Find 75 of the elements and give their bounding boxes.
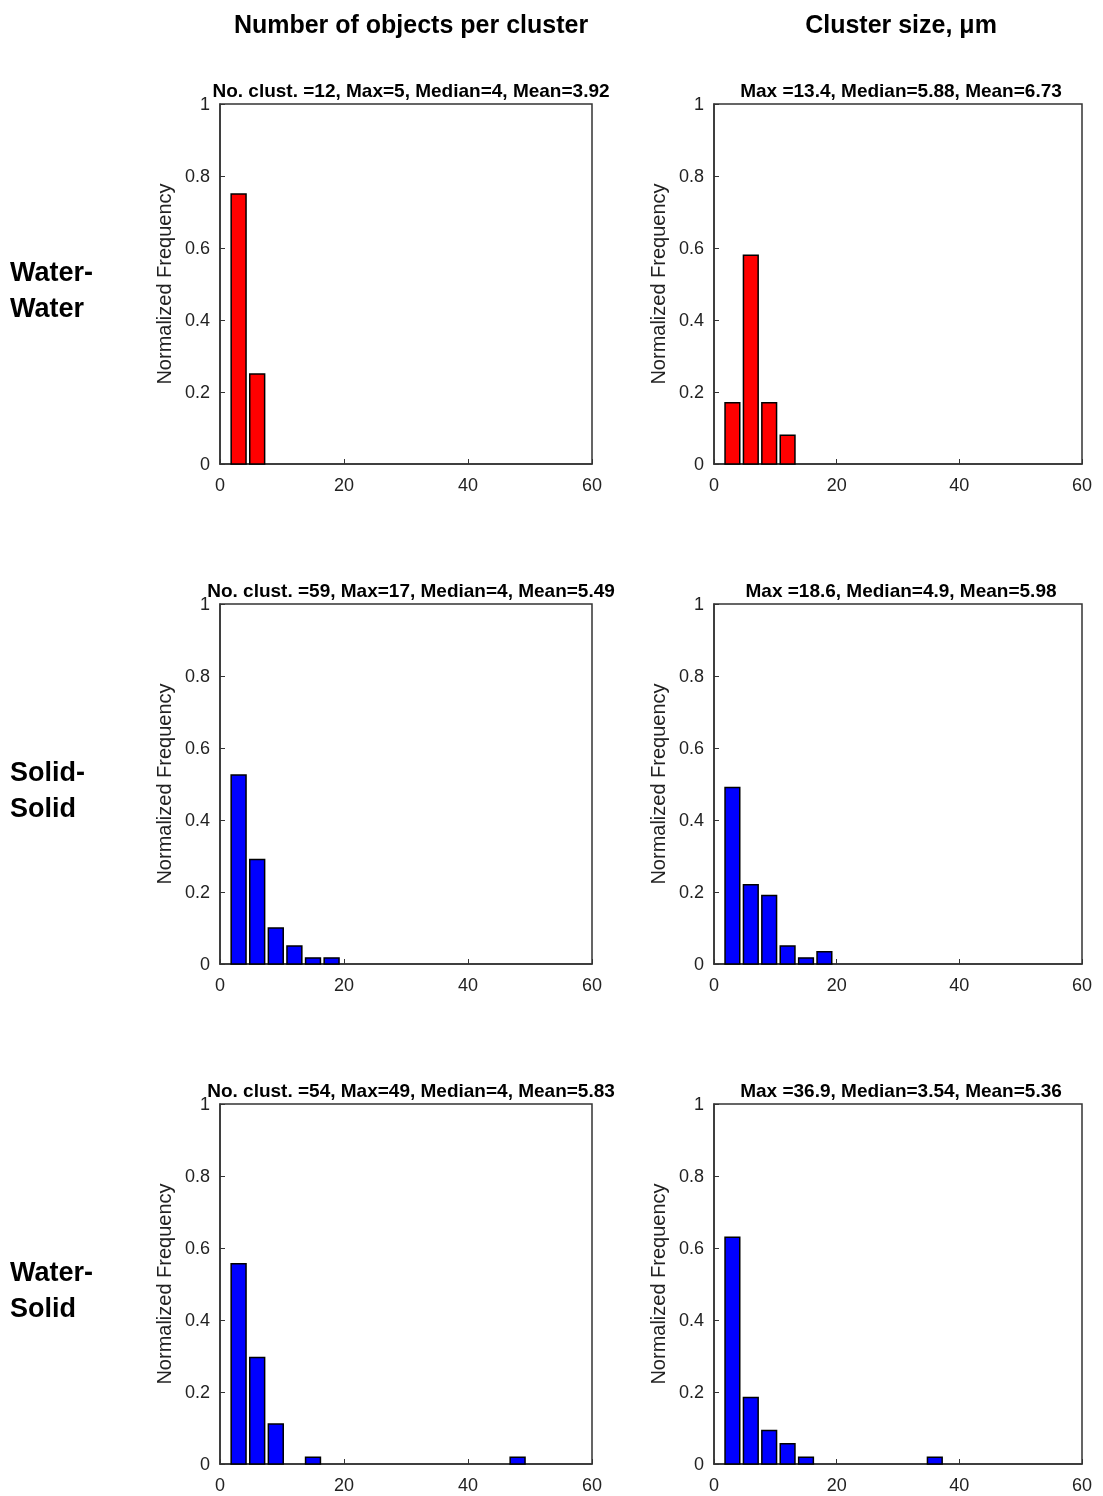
text: Water- Water <box>10 257 94 323</box>
x-tick-label: 20 <box>333 975 355 995</box>
chart-subtitle: Max =18.6, Median=4.9, Mean=5.98 <box>745 580 1057 601</box>
y-tick-label: 0.8 <box>184 166 210 186</box>
x-tick-label: 20 <box>826 1475 847 1495</box>
y-tick-label: 0.2 <box>678 1382 704 1402</box>
x-tick-label: 20 <box>826 975 847 995</box>
chart-title: Number of objects per cluster <box>233 9 589 38</box>
chart-subtitle: No. clust. =54, Max=49, Median=4, Mean=5.83 <box>207 1080 615 1101</box>
x-tick-label: 40 <box>457 1475 479 1495</box>
y-axis-title: Normalized Frequency <box>153 683 175 885</box>
y-tick-label: 0.4 <box>184 310 210 330</box>
x-tick-label: 40 <box>949 975 970 995</box>
y-tick-label: 0.6 <box>184 1238 210 1258</box>
x-tick-label: 60 <box>581 1475 603 1495</box>
y-axis-title: Normalized Frequency <box>647 683 669 885</box>
y-tick-label: 0.2 <box>184 382 210 402</box>
y-tick-label: 0.8 <box>678 166 704 186</box>
y-tick-label: 0.8 <box>184 666 210 686</box>
y-tick-label: 0.2 <box>678 882 704 902</box>
x-tick-label: 60 <box>1071 475 1093 495</box>
y-tick-label: 0 <box>199 954 210 974</box>
y-tick-label: 1 <box>693 1094 704 1114</box>
y-tick-label: 0.4 <box>678 1310 704 1330</box>
y-tick-label: 1 <box>693 94 704 114</box>
chart-subtitle: No. clust. =12, Max=5, Median=4, Mean=3.92 <box>212 80 610 101</box>
x-tick-label: 60 <box>581 975 603 995</box>
y-tick-label: 0.6 <box>678 1238 704 1258</box>
y-tick-label: 0.4 <box>678 310 704 330</box>
x-tick-label: 40 <box>949 475 970 495</box>
x-tick-label: 20 <box>826 475 847 495</box>
y-tick-label: 0.4 <box>184 1310 210 1330</box>
y-tick-label: 0.2 <box>184 1382 210 1402</box>
text: Solid- Solid <box>10 757 85 823</box>
chart-subtitle: No. clust. =59, Max=17, Median=4, Mean=5.49 <box>207 580 615 601</box>
y-axis-title: Normalized Frequency <box>647 1183 669 1385</box>
y-tick-label: 0.6 <box>184 738 210 758</box>
y-tick-label: 1 <box>693 594 704 614</box>
y-axis-title: Normalized Frequency <box>153 1183 175 1385</box>
chart-subtitle: Max =36.9, Median=3.54, Mean=5.36 <box>740 1080 1062 1101</box>
x-tick-label: 0 <box>708 975 720 995</box>
x-tick-label: 0 <box>708 475 720 495</box>
y-tick-label: 0.4 <box>678 810 704 830</box>
y-tick-label: 0.6 <box>678 738 704 758</box>
x-tick-label: 0 <box>708 1475 720 1495</box>
x-tick-label: 0 <box>214 475 226 495</box>
x-tick-label: 20 <box>333 1475 355 1495</box>
y-tick-label: 0 <box>693 954 704 974</box>
y-axis-title: Normalized Frequency <box>153 183 175 385</box>
y-tick-label: 0.2 <box>184 882 210 902</box>
x-tick-label: 40 <box>457 975 479 995</box>
y-tick-label: 0.2 <box>678 382 704 402</box>
x-tick-label: 60 <box>581 475 603 495</box>
text: Water- Solid <box>10 1257 94 1323</box>
y-tick-label: 0 <box>693 1454 704 1474</box>
chart-subtitle: Max =13.4, Median=5.88, Mean=6.73 <box>740 80 1062 101</box>
y-tick-label: 0 <box>199 1454 210 1474</box>
x-tick-label: 60 <box>1071 1475 1093 1495</box>
y-tick-label: 0 <box>693 454 704 474</box>
y-tick-label: 0 <box>199 454 210 474</box>
y-tick-label: 0.6 <box>678 238 704 258</box>
x-tick-label: 40 <box>457 475 479 495</box>
y-tick-label: 0.8 <box>184 1166 210 1186</box>
y-axis-title: Normalized Frequency <box>647 183 669 385</box>
x-tick-label: 60 <box>1071 975 1093 995</box>
y-tick-label: 1 <box>199 94 210 114</box>
y-tick-label: 0.4 <box>184 810 210 830</box>
x-tick-label: 20 <box>333 475 355 495</box>
y-tick-label: 0.8 <box>678 666 704 686</box>
chart-title: Cluster size, μm <box>805 9 997 38</box>
x-tick-label: 40 <box>949 1475 970 1495</box>
y-tick-label: 0.6 <box>184 238 210 258</box>
y-tick-label: 0.8 <box>678 1166 704 1186</box>
x-tick-label: 0 <box>214 1475 226 1495</box>
x-tick-label: 0 <box>214 975 226 995</box>
